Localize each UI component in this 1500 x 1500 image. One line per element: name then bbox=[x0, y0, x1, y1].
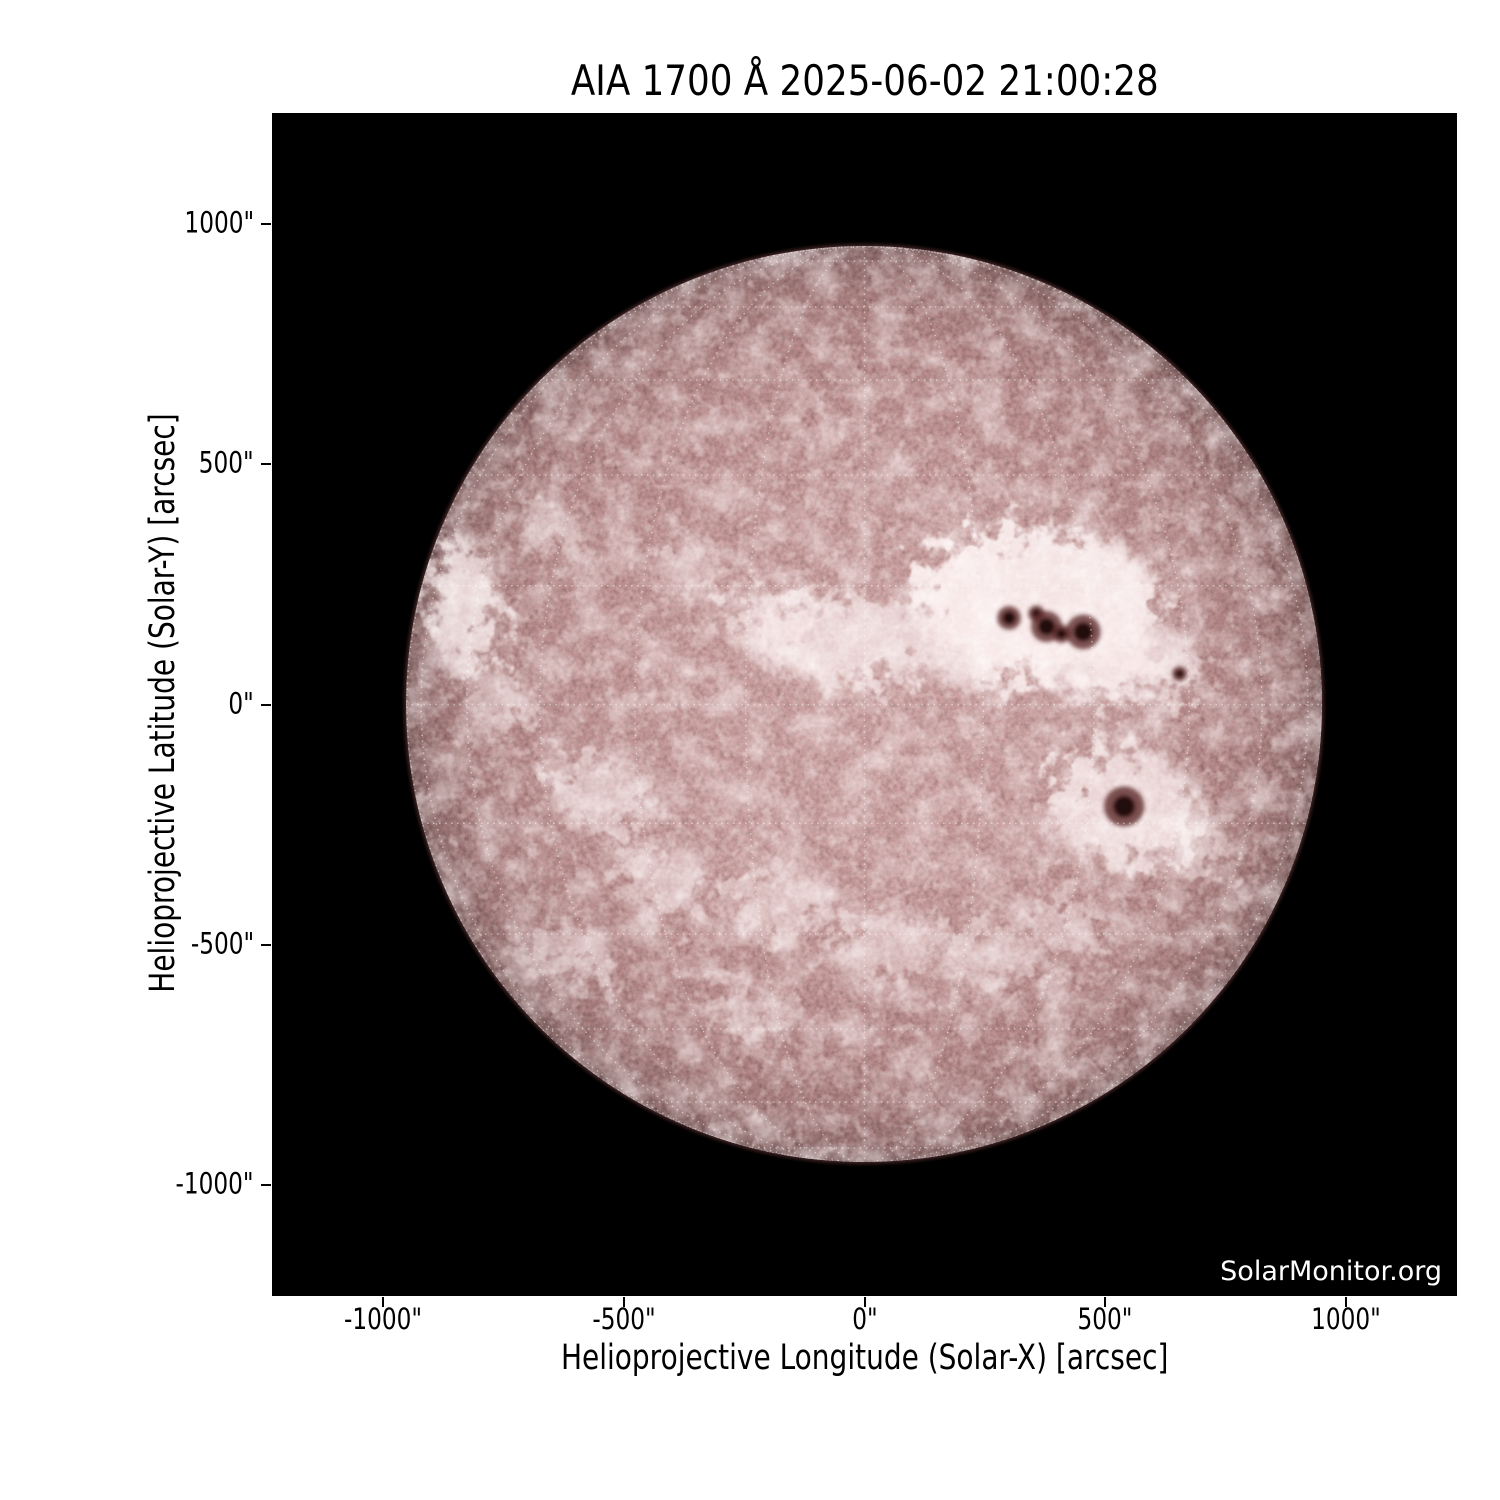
x-tick-mark bbox=[1104, 1297, 1107, 1307]
x-tick-label: -500" bbox=[591, 1302, 656, 1336]
watermark: SolarMonitor.org bbox=[1220, 1256, 1442, 1287]
x-tick-mark bbox=[622, 1297, 625, 1307]
x-tick-mark bbox=[381, 1297, 384, 1307]
plage-region bbox=[523, 922, 611, 990]
x-tick-label: 0" bbox=[851, 1302, 878, 1336]
plage-region bbox=[468, 667, 536, 736]
sunspot-group bbox=[997, 605, 1187, 827]
sunspot-umbra bbox=[1056, 628, 1067, 639]
heliographic-grid bbox=[406, 246, 1322, 1162]
y-tick-label: 1000" bbox=[184, 205, 254, 240]
y-tick-mark bbox=[261, 943, 271, 946]
sunspot-umbra bbox=[1175, 669, 1184, 678]
x-tick-label: 500" bbox=[1077, 1302, 1133, 1336]
grid-meridian bbox=[466, 246, 1263, 1162]
grid-meridian bbox=[420, 246, 1309, 1162]
plage-region bbox=[1093, 625, 1200, 703]
x-axis-label: Helioprojective Longitude (Solar-X) [arc… bbox=[272, 1338, 1457, 1378]
x-tick-label: 1000" bbox=[1311, 1302, 1382, 1336]
plage-region bbox=[838, 909, 935, 982]
y-axis-label-text: Helioprojective Latitude (Solar-Y) [arcs… bbox=[143, 413, 183, 993]
plage-region bbox=[707, 981, 786, 1040]
plot-area: SolarMonitor.org bbox=[272, 113, 1457, 1296]
x-tick-mark bbox=[863, 1297, 866, 1307]
y-tick-mark bbox=[261, 703, 271, 706]
sunspot-umbra bbox=[1113, 795, 1135, 818]
plage-region bbox=[723, 867, 830, 945]
sunspot-umbra bbox=[1002, 611, 1016, 625]
plage-region bbox=[1022, 892, 1110, 960]
plage-region bbox=[430, 540, 498, 680]
solar-disk-image bbox=[272, 113, 1457, 1296]
plage-region bbox=[657, 535, 726, 589]
y-tick-mark bbox=[261, 1184, 271, 1187]
chart-title: AIA 1700 Å 2025-06-02 21:00:28 bbox=[272, 58, 1457, 104]
y-tick-label: 500" bbox=[199, 445, 254, 480]
y-tick-mark bbox=[261, 222, 271, 225]
y-tick-mark bbox=[261, 463, 271, 466]
plage-region bbox=[613, 844, 710, 918]
plage-region bbox=[943, 922, 1030, 990]
x-tick-label: -1000" bbox=[343, 1302, 422, 1336]
plage-region bbox=[728, 592, 815, 661]
grid-meridian bbox=[744, 246, 985, 1162]
plage-region bbox=[512, 503, 581, 561]
x-axis-label-text: Helioprojective Longitude (Solar-X) [arc… bbox=[560, 1338, 1169, 1378]
plage-region bbox=[548, 757, 655, 835]
x-tick-mark bbox=[1345, 1297, 1348, 1307]
sunspot-umbra bbox=[1074, 622, 1093, 642]
sunspot-umbra bbox=[1038, 618, 1055, 635]
y-tick-label: -500" bbox=[190, 926, 254, 961]
grid-meridian bbox=[539, 246, 1190, 1162]
grid-meridian bbox=[634, 246, 1095, 1162]
plage-region bbox=[1142, 812, 1230, 881]
disk-dark-mottle-texture bbox=[406, 246, 1322, 1162]
y-tick-label: -1000" bbox=[175, 1167, 254, 1202]
chart-title-text: AIA 1700 Å 2025-06-02 21:00:28 bbox=[570, 56, 1159, 105]
y-tick-label: 0" bbox=[228, 686, 254, 721]
